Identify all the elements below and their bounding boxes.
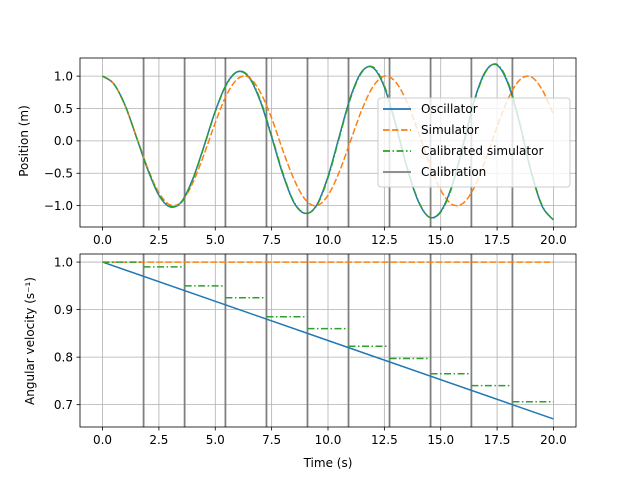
angular-velocity-y-tick-label: 0.8 — [54, 350, 73, 364]
position-x-tick-label: 0.0 — [93, 233, 112, 247]
time-x-axis-label: Time (s) — [303, 456, 353, 470]
position-y-axis-label: Position (m) — [17, 105, 31, 177]
legend-label-calibrated-simulator: Calibrated simulator — [421, 144, 543, 158]
position-x-tick-label: 15.0 — [427, 233, 454, 247]
position-y-tick-label: 1.0 — [54, 69, 73, 83]
angular-velocity-y-tick-label: 0.9 — [54, 303, 73, 317]
position-x-tick-label: 20.0 — [540, 233, 567, 247]
angular-velocity-x-tick-label: 12.5 — [371, 433, 398, 447]
legend-label-simulator: Simulator — [421, 123, 479, 137]
angular-velocity-y-ticks: 0.7 0.8 0.9 1.0 — [54, 255, 80, 412]
position-x-tick-label: 7.5 — [262, 233, 281, 247]
legend: Oscillator Simulator Calibrated simulato… — [377, 97, 571, 188]
position-x-tick-label: 12.5 — [371, 233, 398, 247]
position-y-ticks: −1.0 −0.5 0.0 0.5 1.0 — [44, 69, 80, 213]
position-y-tick-label: 0.0 — [54, 134, 73, 148]
position-x-ticks: 0.0 2.5 5.0 7.5 10.0 12.5 15.0 17.5 20.0 — [93, 227, 567, 247]
angular-velocity-series — [102, 261, 554, 420]
angular-velocity-x-tick-label: 2.5 — [149, 433, 168, 447]
position-series-calibrated-simulator — [102, 63, 555, 221]
position-x-tick-label: 2.5 — [149, 233, 168, 247]
position-y-tick-label: −1.0 — [44, 199, 73, 213]
angular-velocity-calibration-lines — [142, 254, 514, 427]
angular-velocity-series-oscillator — [102, 261, 554, 420]
position-x-tick-label: 17.5 — [484, 233, 511, 247]
position-y-tick-label: −0.5 — [44, 167, 73, 181]
angular-velocity-x-tick-label: 0.0 — [93, 433, 112, 447]
legend-label-calibration: Calibration — [421, 165, 486, 179]
angular-velocity-x-tick-label: 5.0 — [206, 433, 225, 447]
position-x-tick-label: 10.0 — [315, 233, 342, 247]
angular-velocity-y-tick-label: 1.0 — [54, 255, 73, 269]
angular-velocity-series-calibrated-simulator — [102, 261, 554, 403]
angular-velocity-x-tick-label: 15.0 — [427, 433, 454, 447]
position-y-tick-label: 0.5 — [54, 102, 73, 116]
angular-velocity-panel: 0.0 2.5 5.0 7.5 10.0 12.5 15.0 17.5 20.0 0.70.80… — [23, 253, 577, 470]
angular-velocity-x-tick-label: 10.0 — [315, 433, 342, 447]
angular-velocity-y-tick-label: 0.7 — [54, 398, 73, 412]
position-panel: 0.0 2.5 5.0 7.5 10.0 12.5 15.0 17.5 20.0 −1.0 −0.… — [17, 57, 577, 247]
angular-velocity-y-axis-label: Angular velocity (s⁻¹) — [23, 277, 37, 405]
legend-box — [377, 97, 571, 188]
angular-velocity-x-ticks: 0.0 2.5 5.0 7.5 10.0 12.5 15.0 17.5 20.0 — [93, 427, 567, 447]
angular-velocity-x-tick-label: 17.5 — [484, 433, 511, 447]
angular-velocity-x-tick-label: 7.5 — [262, 433, 281, 447]
angular-velocity-x-tick-label: 20.0 — [540, 433, 567, 447]
position-x-tick-label: 5.0 — [206, 233, 225, 247]
legend-label-oscillator: Oscillator — [421, 102, 478, 116]
